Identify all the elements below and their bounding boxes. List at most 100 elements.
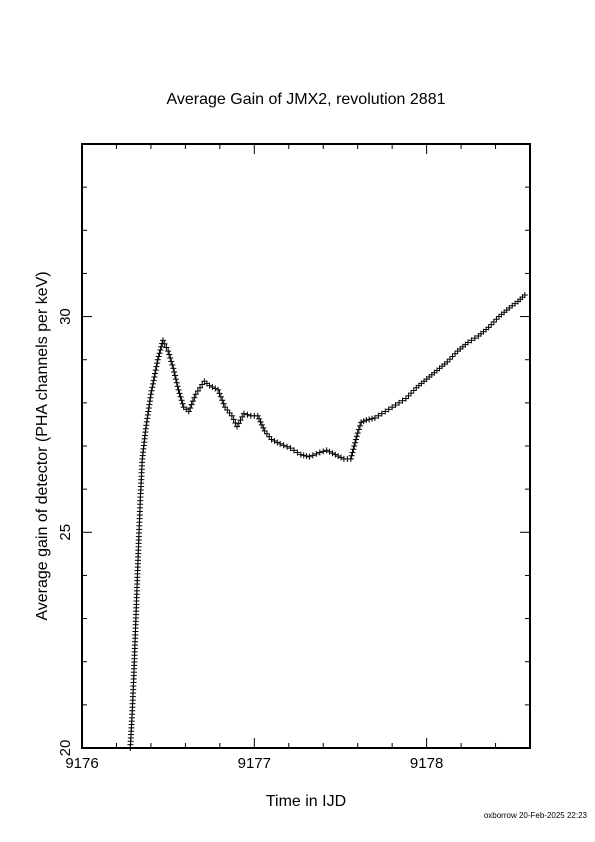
data-point [369,415,376,422]
data-point [209,384,216,391]
data-point [446,356,453,363]
data-point [145,405,152,412]
data-point [366,416,373,423]
data-point [320,448,327,455]
data-point [171,368,178,375]
x-tick-label: 9177 [238,755,271,772]
data-point [349,449,356,456]
data-point [146,398,153,405]
data-point [277,440,284,447]
data-point [163,344,170,351]
data-point [197,384,204,391]
data-point [149,384,156,391]
data-point [347,455,354,462]
data-point [212,385,219,392]
data-point [151,373,158,380]
data-point [360,418,367,425]
data-point [156,350,163,357]
data-point [493,316,500,323]
data-point [297,451,304,458]
data-point [358,419,365,426]
data-point [194,387,201,394]
data-point [220,400,227,407]
data-point [173,379,180,386]
data-point [175,386,182,393]
chart-title: Average Gain of JMX2, revolution 2881 [167,91,446,108]
data-point [155,353,162,360]
data-point [176,390,183,397]
data-point [143,422,150,429]
data-point [260,424,267,431]
data-point [257,418,264,425]
data-point [165,348,172,355]
data-point [378,410,385,417]
data-point [363,417,370,424]
data-point [143,418,150,425]
data-point [300,452,307,459]
data-point [174,383,181,390]
data-point [158,343,165,350]
data-point [145,408,152,415]
axis-ticks [81,143,531,749]
data-point [166,351,173,358]
data-point [385,406,392,413]
data-point [408,390,415,397]
y-tick-label: 20 [57,740,74,757]
data-point [356,422,363,429]
data-point [399,397,406,404]
data-point [178,397,185,404]
data-point [185,408,192,415]
data-point [392,402,399,409]
x-tick-label: 9178 [410,755,443,772]
data-point [191,394,198,401]
data-point [152,370,159,377]
data-point [144,411,151,418]
data-point [149,380,156,387]
data-point [219,397,226,404]
data-point [147,394,154,401]
x-tick-label: 9176 [65,755,98,772]
plot-area [81,143,531,751]
data-point [179,400,186,407]
data-point [468,337,475,344]
data-point [323,447,330,454]
data-point [172,376,179,383]
data-point [153,363,160,370]
data-point [172,372,179,379]
data-point [355,426,362,433]
data-point [271,437,278,444]
data-point [254,412,261,419]
tick-labels: 9176 9177 9178 20 25 30 [57,308,443,772]
data-point [316,449,323,456]
data-point [352,439,359,446]
data-point [351,443,358,449]
data-point [154,356,161,363]
data-point [147,391,154,398]
data-point [405,392,412,399]
data-point [169,361,176,368]
data-point [353,433,360,440]
data-point [199,381,206,388]
data-point [154,360,161,367]
data-point [352,436,359,443]
y-tick-label: 25 [57,524,74,541]
data-point [216,390,223,397]
data-point [240,410,247,417]
data-point [268,436,275,443]
data-point [206,382,213,389]
data-point [146,401,153,408]
data-point [335,453,342,460]
data-point [144,415,151,422]
data-point [338,454,345,461]
data-point [189,398,196,405]
data-point [375,412,382,419]
data-point [313,450,320,457]
data-point [280,442,287,449]
data-point [157,347,164,354]
data-point [485,324,492,331]
data-point [294,449,301,456]
data-point [274,439,281,446]
data-point [521,292,528,298]
data-point [152,367,159,374]
data-point [382,408,389,415]
